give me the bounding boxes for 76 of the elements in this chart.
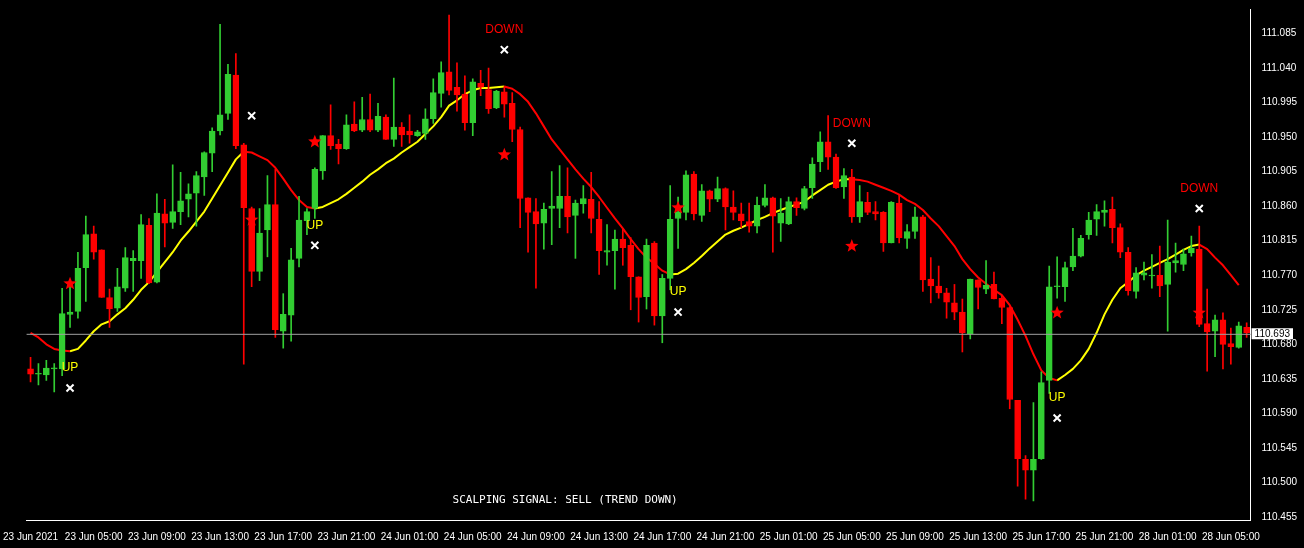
candlestick bbox=[1053, 256, 1061, 299]
candlestick bbox=[603, 224, 611, 266]
candlestick bbox=[777, 198, 785, 242]
candlestick bbox=[66, 286, 74, 328]
y-tick-label: 110.500 bbox=[1261, 476, 1298, 488]
point bbox=[1050, 305, 1064, 319]
x-tick-label: 23 Jun 2021 bbox=[3, 530, 59, 542]
y-tick-label: 110.950 bbox=[1261, 130, 1298, 142]
x-tick-label: 24 Jun 05:00 bbox=[443, 530, 503, 542]
x-tick-label: 28 Jun 01:00 bbox=[1138, 530, 1198, 542]
candlestick bbox=[169, 164, 177, 229]
point bbox=[308, 134, 322, 148]
data-label: UP bbox=[1048, 390, 1066, 405]
x-tick-label: 24 Jun 21:00 bbox=[696, 530, 755, 542]
point bbox=[499, 45, 509, 55]
x-tick-label: 25 Jun 21:00 bbox=[1075, 530, 1134, 542]
candlestick bbox=[1156, 245, 1164, 298]
x-tick-label: 24 Jun 17:00 bbox=[633, 530, 692, 542]
x-tick-label: 24 Jun 13:00 bbox=[570, 530, 629, 542]
data-label: DOWN bbox=[485, 21, 524, 36]
x-tick-label: 25 Jun 17:00 bbox=[1012, 530, 1071, 542]
point bbox=[671, 200, 685, 214]
y-tick-label: 110.770 bbox=[1261, 268, 1298, 280]
point bbox=[847, 138, 857, 148]
x-tick-label: 23 Jun 05:00 bbox=[64, 530, 124, 542]
x-tick-label: 23 Jun 13:00 bbox=[191, 530, 250, 542]
y-tick-label: 110.815 bbox=[1261, 234, 1298, 246]
x-tick-label: 25 Jun 09:00 bbox=[886, 530, 945, 542]
y-tick-label: 111.040 bbox=[1261, 61, 1297, 73]
x-tick-label: 25 Jun 01:00 bbox=[759, 530, 818, 542]
y-tick-label: 110.680 bbox=[1261, 338, 1298, 350]
y-tick-label: 110.725 bbox=[1261, 303, 1298, 315]
x-tick-label: 24 Jun 01:00 bbox=[380, 530, 439, 542]
candlestick bbox=[548, 171, 556, 245]
point bbox=[845, 239, 859, 252]
candlestick bbox=[1140, 261, 1148, 281]
y-tick-label: 110.455 bbox=[1261, 510, 1298, 522]
point bbox=[63, 276, 77, 290]
candlestick bbox=[927, 257, 935, 304]
x-tick-label: 25 Jun 05:00 bbox=[822, 530, 882, 542]
candlestick bbox=[161, 198, 169, 248]
y-tick-label: 110.905 bbox=[1261, 165, 1298, 177]
x-tick-label: 24 Jun 09:00 bbox=[507, 530, 566, 542]
point bbox=[1052, 413, 1062, 423]
annotation: SCALPING SIGNAL: SELL (TREND DOWN) bbox=[452, 493, 678, 507]
candlestick bbox=[390, 77, 398, 147]
y-tick-label: 110.860 bbox=[1261, 199, 1298, 211]
candlestick bbox=[1227, 327, 1235, 365]
y-tick-label: 110.995 bbox=[1261, 96, 1298, 108]
y-tick-label: 110.635 bbox=[1261, 372, 1298, 384]
point bbox=[1194, 203, 1204, 214]
point bbox=[310, 240, 320, 250]
point bbox=[247, 111, 257, 121]
x-tick-label: 25 Jun 13:00 bbox=[949, 530, 1008, 542]
x-tick-label: 28 Jun 05:00 bbox=[1201, 530, 1261, 542]
candlestick bbox=[1164, 219, 1172, 332]
data-label: UP bbox=[669, 284, 687, 299]
candlestick bbox=[935, 265, 942, 299]
point bbox=[65, 383, 75, 393]
data-label: DOWN bbox=[832, 115, 871, 130]
ref-line-label: 110.693 bbox=[1254, 328, 1291, 340]
data-label: DOWN bbox=[1180, 180, 1219, 195]
candlestick bbox=[619, 228, 627, 266]
candlestick bbox=[129, 250, 137, 292]
candlestick bbox=[1148, 254, 1156, 289]
y-tick-label: 110.590 bbox=[1261, 407, 1298, 419]
y-tick-label: 111.085 bbox=[1261, 27, 1297, 39]
y-tick-label: 110.545 bbox=[1261, 441, 1298, 453]
point bbox=[497, 147, 512, 161]
x-tick-label: 23 Jun 17:00 bbox=[254, 530, 313, 542]
candlestick bbox=[350, 101, 358, 133]
x-tick-label: 23 Jun 09:00 bbox=[127, 530, 187, 542]
point bbox=[673, 307, 683, 317]
candlestick bbox=[579, 185, 587, 214]
candlestick bbox=[50, 363, 58, 393]
x-tick-label: 23 Jun 21:00 bbox=[317, 530, 376, 542]
